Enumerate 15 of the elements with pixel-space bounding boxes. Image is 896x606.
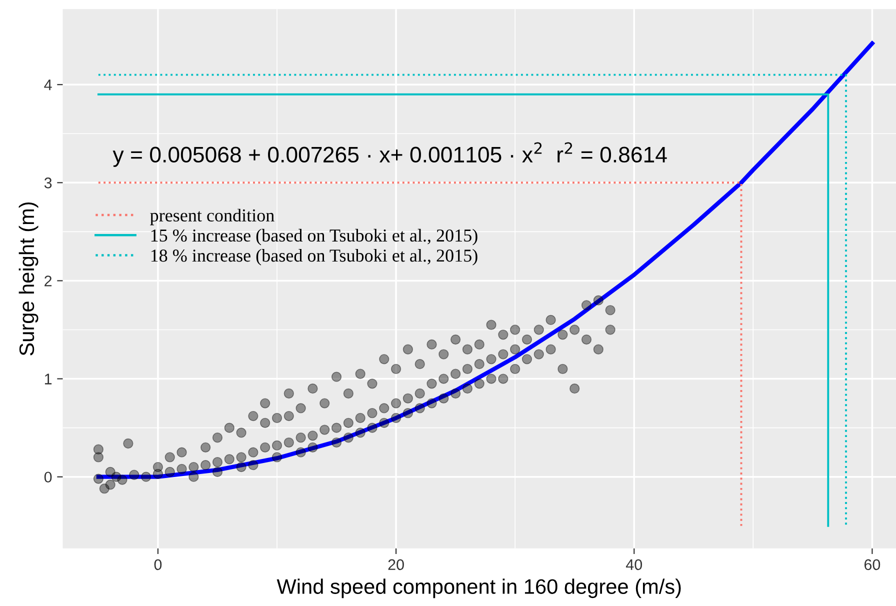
legend-label: 15 % increase (based on Tsuboki et al., 2015) — [151, 228, 478, 246]
y-axis-title: Surge height (m) — [18, 202, 38, 356]
x-tick-label: 60 — [864, 559, 880, 570]
y-tick-label: 1 — [44, 374, 52, 384]
y-tick-label: 2 — [44, 276, 52, 286]
x-tick-label: 0 — [154, 559, 162, 570]
y-tick-label: 3 — [44, 178, 52, 188]
annotation: y = 0.005068 + 0.007265 · x+ 0.001105 · x$^{2}$ r$^{2}$ = 0.8614 — [112, 142, 667, 167]
y-tick-label: 0 — [44, 472, 52, 483]
legend-label: present condition — [150, 208, 274, 226]
x-tick-label: 40 — [626, 559, 642, 570]
x-tick-label: 20 — [388, 559, 404, 570]
legend-label: 18 % increase (based on Tsuboki et al., 2015) — [151, 249, 478, 266]
y-tick-label: 4 — [44, 80, 52, 90]
x-axis-title: Wind speed component in 160 degree (m/s) — [276, 578, 681, 598]
